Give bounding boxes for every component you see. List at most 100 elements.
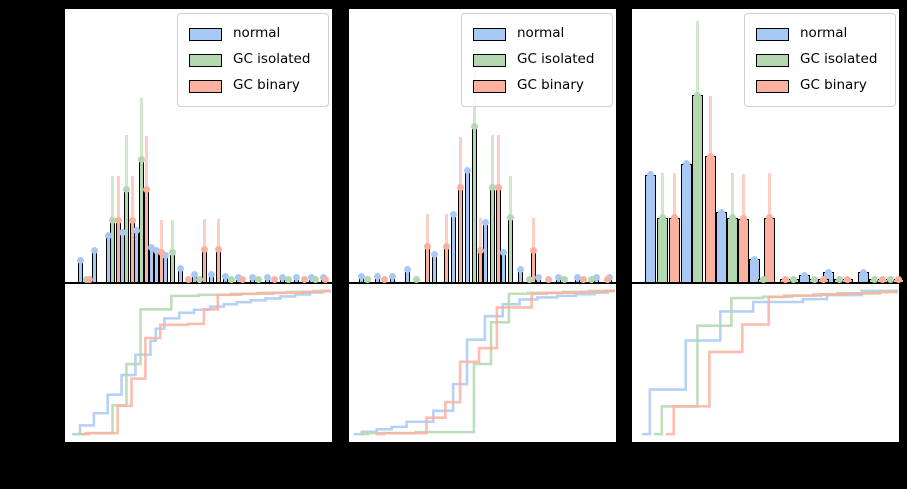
isolated-marker [364,276,372,284]
normal-bar [715,212,727,282]
binary-marker [157,248,165,256]
isolated-cdf-line [359,289,616,436]
binary-bar [704,156,716,282]
isolated-errorbar [508,175,512,218]
isolated-marker [412,276,420,284]
binary-cdf-line [375,289,616,436]
isolated-bar [507,217,513,282]
binary-errorbar [531,218,535,251]
normal-marker [574,274,582,282]
binary-marker [300,276,308,284]
normal-bar [483,222,489,282]
binary-marker [380,276,388,284]
normal-marker [373,272,381,280]
normal-marker [500,248,508,256]
isolated-errorbar [490,134,494,188]
isolated-marker [109,216,117,224]
normal-marker [104,231,112,239]
normal-marker [221,272,229,280]
binary-bar [424,246,430,282]
panel-left-histogram: normal GC isolated GC binary [64,8,333,284]
isolated-marker [870,275,878,283]
panel-middle: normal GC isolated GC binary [348,0,617,489]
binary-errorbar [159,220,163,252]
legend-entry-binary: GC binary [189,73,328,99]
legend-label-isolated: GC isolated [517,51,595,68]
binary-marker [239,276,246,284]
legend-swatch-normal [189,27,222,41]
legend-swatch-isolated [189,53,222,67]
binary-marker [819,275,827,283]
normal-marker [450,211,458,219]
normal-marker [161,252,169,260]
legend-swatch-binary [189,79,222,93]
binary-errorbar [768,172,772,218]
binary-marker [706,152,714,160]
legend-swatch-isolated [756,53,789,67]
normal-bar [451,214,457,282]
binary-marker [142,186,150,194]
binary-errorbar [672,172,676,218]
normal-marker [153,247,160,255]
isolated-marker [789,275,797,283]
normal-bar [431,254,437,282]
binary-cdf-line [665,289,899,436]
isolated-marker [587,276,595,284]
binary-errorbar [217,219,221,249]
normal-bar [465,170,471,282]
normal-marker [859,268,867,276]
binary-errorbar [130,176,134,221]
legend-label-isolated: GC isolated [800,51,878,68]
legend-entry-binary: GC binary [756,73,895,99]
normal-bar [644,174,656,282]
binary-bar [443,246,449,282]
panel-right-cdf [631,283,900,443]
legend-swatch-binary [756,79,789,93]
normal-marker [824,268,832,276]
isolated-errorbar [730,172,734,218]
normal-marker [147,243,155,251]
legend-entry-isolated: GC isolated [189,47,328,73]
panel-right: normal GC isolated GC binary [631,0,904,489]
isolated-marker [488,183,496,191]
binary-bar [477,250,483,282]
normal-marker [482,219,490,227]
binary-errorbar [144,136,148,190]
isolated-bar [656,217,668,282]
normal-bar [501,252,507,282]
normal-bar [680,163,692,282]
binary-marker [85,276,93,284]
isolated-marker [123,186,131,194]
isolated-marker [835,275,843,283]
isolated-marker [886,275,894,283]
legend-label-normal: normal [233,25,281,42]
normal-marker [248,273,256,281]
binary-marker [766,214,774,222]
binary-marker [781,275,789,283]
normal-marker [750,255,758,263]
binary-bar [668,217,680,282]
legend-label-normal: normal [800,25,848,42]
panel-left: normal GC isolated GC binary [64,0,333,489]
isolated-bar [726,217,738,282]
normal-marker [403,265,411,273]
binary-marker [271,276,279,284]
isolated-marker [168,248,176,256]
binary-marker [201,245,209,253]
isolated-marker [728,214,736,222]
normal-cdf-line [641,289,899,436]
legend-entry-normal: normal [473,21,612,47]
binary-bar [202,249,208,282]
normal-marker [191,270,199,278]
legend-entry-normal: normal [189,21,328,47]
legend: normal GC isolated GC binary [177,13,329,107]
legend-label-binary: GC binary [800,77,867,94]
binary-marker [529,246,537,254]
binary-bar [764,217,776,282]
normal-marker [517,266,525,274]
isolated-marker [471,123,479,131]
binary-errorbar [496,134,500,188]
binary-marker [878,275,886,283]
isolated-marker [658,214,666,222]
